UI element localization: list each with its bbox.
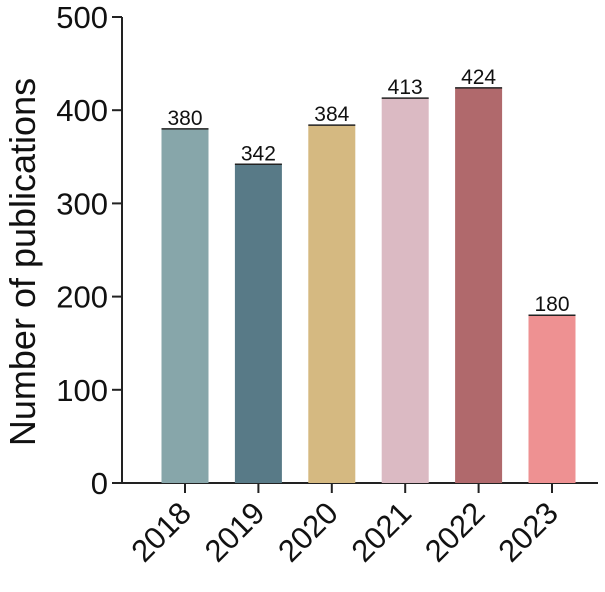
bar-2021 [381, 98, 429, 484]
x-tick-label: 2023 [491, 495, 565, 569]
bar-2019 [234, 164, 282, 484]
y-tick-label: 0 [91, 466, 108, 501]
bar-2022 [455, 87, 503, 483]
y-tick-label: 300 [56, 186, 108, 221]
y-tick-label: 100 [56, 373, 108, 408]
data-label-2023: 180 [534, 293, 569, 316]
data-label-2019: 342 [241, 142, 276, 165]
y-axis: 0 100 200 300 400 500 [56, 0, 123, 501]
y-tick-label: 500 [56, 0, 108, 35]
x-tick-label: 2022 [418, 495, 492, 569]
bars: 380 342 384 413 424 180 [161, 66, 576, 484]
y-axis-title: Number of publications [2, 78, 43, 446]
bar-2020 [308, 125, 356, 483]
y-tick-label: 400 [56, 93, 108, 128]
x-tick-label: 2018 [124, 495, 198, 569]
y-tick-label: 200 [56, 280, 108, 315]
data-label-2020: 384 [314, 103, 349, 126]
data-label-2021: 413 [388, 76, 423, 99]
x-axis: 2018 2019 2020 2021 2022 2023 [122, 482, 598, 569]
x-tick-label: 2020 [271, 495, 345, 569]
x-tick-label: 2019 [198, 495, 272, 569]
data-label-2018: 380 [167, 107, 202, 130]
x-tick-label: 2021 [345, 495, 419, 569]
bar-2023 [528, 315, 576, 483]
bar-2018 [161, 128, 209, 483]
data-label-2022: 424 [461, 66, 496, 89]
